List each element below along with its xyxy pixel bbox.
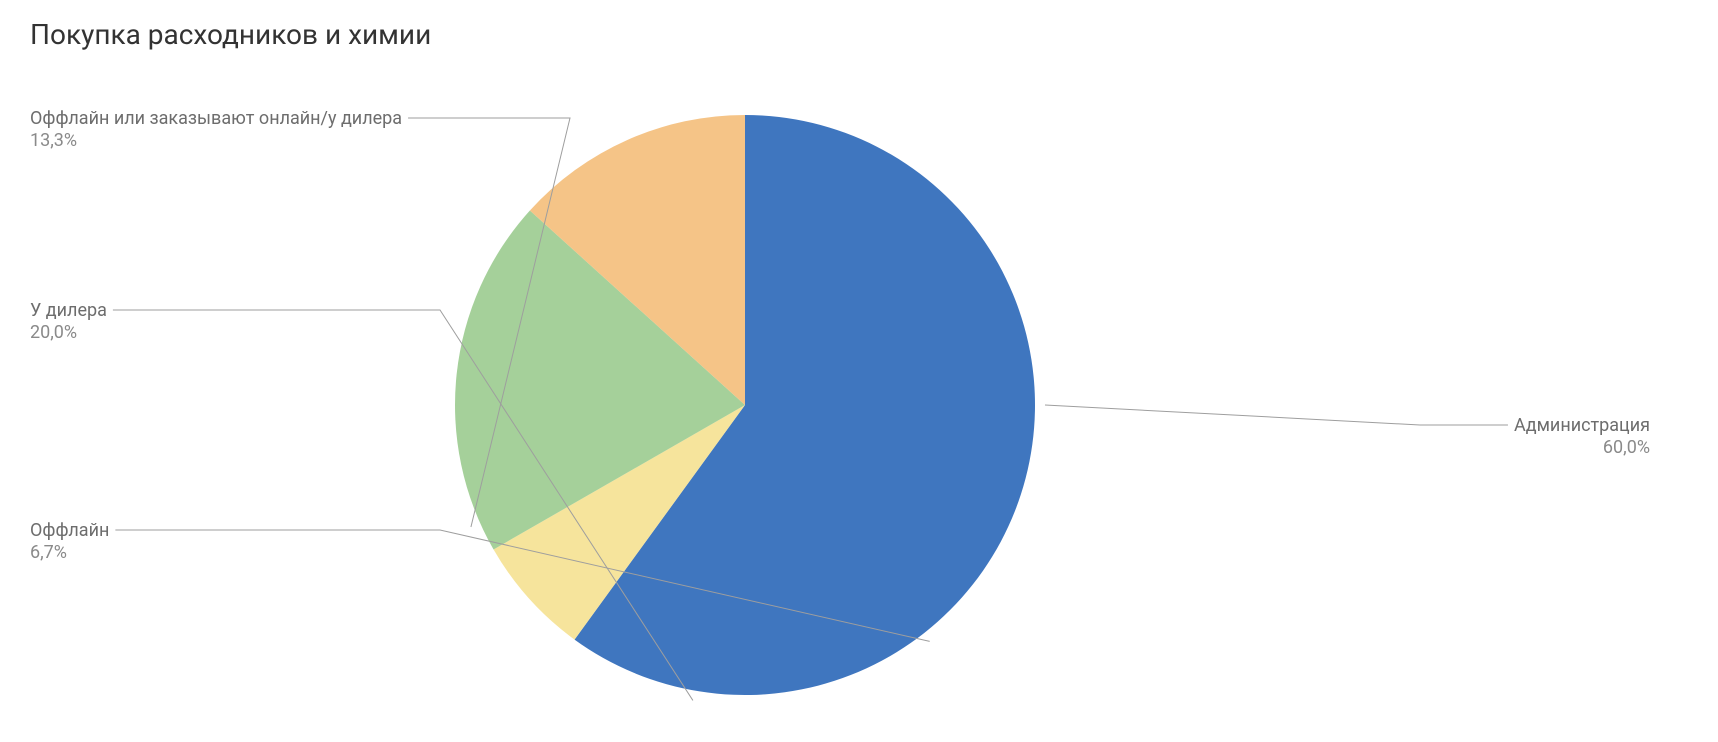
slice-label-3: Оффлайн или заказывают онлайн/у дилера 1…	[30, 108, 402, 152]
leader-line	[1045, 405, 1508, 425]
slice-label-0-name: Администрация	[1514, 415, 1650, 437]
slice-label-3-pct: 13,3%	[30, 130, 402, 152]
slice-label-0-pct: 60,0%	[1514, 437, 1650, 459]
slice-label-3-name: Оффлайн или заказывают онлайн/у дилера	[30, 108, 402, 130]
slice-label-0: Администрация 60,0%	[1514, 415, 1650, 459]
slice-label-1: Оффлайн 6,7%	[30, 520, 109, 564]
slice-label-2-name: У дилера	[30, 300, 107, 322]
slice-label-1-name: Оффлайн	[30, 520, 109, 542]
slice-label-2: У дилера 20,0%	[30, 300, 107, 344]
pie-chart-container: Покупка расходников и химии Администраци…	[0, 0, 1718, 742]
slice-label-1-pct: 6,7%	[30, 542, 109, 564]
slice-label-2-pct: 20,0%	[30, 322, 107, 344]
